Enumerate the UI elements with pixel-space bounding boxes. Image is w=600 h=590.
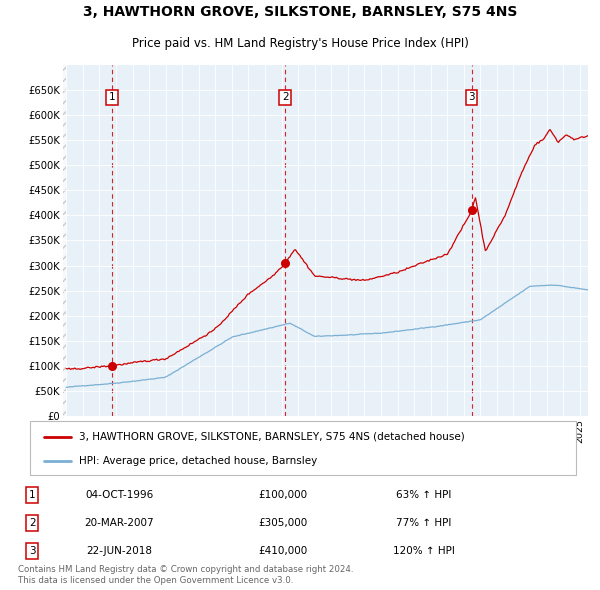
Text: 1: 1: [29, 490, 35, 500]
Text: 3, HAWTHORN GROVE, SILKSTONE, BARNSLEY, S75 4NS (detached house): 3, HAWTHORN GROVE, SILKSTONE, BARNSLEY, …: [79, 432, 465, 442]
Text: HPI: Average price, detached house, Barnsley: HPI: Average price, detached house, Barn…: [79, 456, 317, 466]
Text: 63% ↑ HPI: 63% ↑ HPI: [397, 490, 452, 500]
Text: 3, HAWTHORN GROVE, SILKSTONE, BARNSLEY, S75 4NS: 3, HAWTHORN GROVE, SILKSTONE, BARNSLEY, …: [83, 5, 517, 19]
Text: Price paid vs. HM Land Registry's House Price Index (HPI): Price paid vs. HM Land Registry's House …: [131, 37, 469, 50]
Text: 3: 3: [468, 93, 475, 103]
Text: 1: 1: [109, 93, 115, 103]
Text: 20-MAR-2007: 20-MAR-2007: [85, 518, 154, 527]
Text: £100,000: £100,000: [259, 490, 308, 500]
Text: 77% ↑ HPI: 77% ↑ HPI: [397, 518, 452, 527]
Text: £305,000: £305,000: [259, 518, 308, 527]
Text: 2: 2: [282, 93, 289, 103]
Text: £410,000: £410,000: [259, 546, 308, 556]
Text: 2: 2: [29, 518, 35, 527]
Text: 04-OCT-1996: 04-OCT-1996: [85, 490, 154, 500]
Text: 120% ↑ HPI: 120% ↑ HPI: [393, 546, 455, 556]
Text: 22-JUN-2018: 22-JUN-2018: [86, 546, 152, 556]
Text: Contains HM Land Registry data © Crown copyright and database right 2024.
This d: Contains HM Land Registry data © Crown c…: [18, 565, 353, 585]
Text: 3: 3: [29, 546, 35, 556]
